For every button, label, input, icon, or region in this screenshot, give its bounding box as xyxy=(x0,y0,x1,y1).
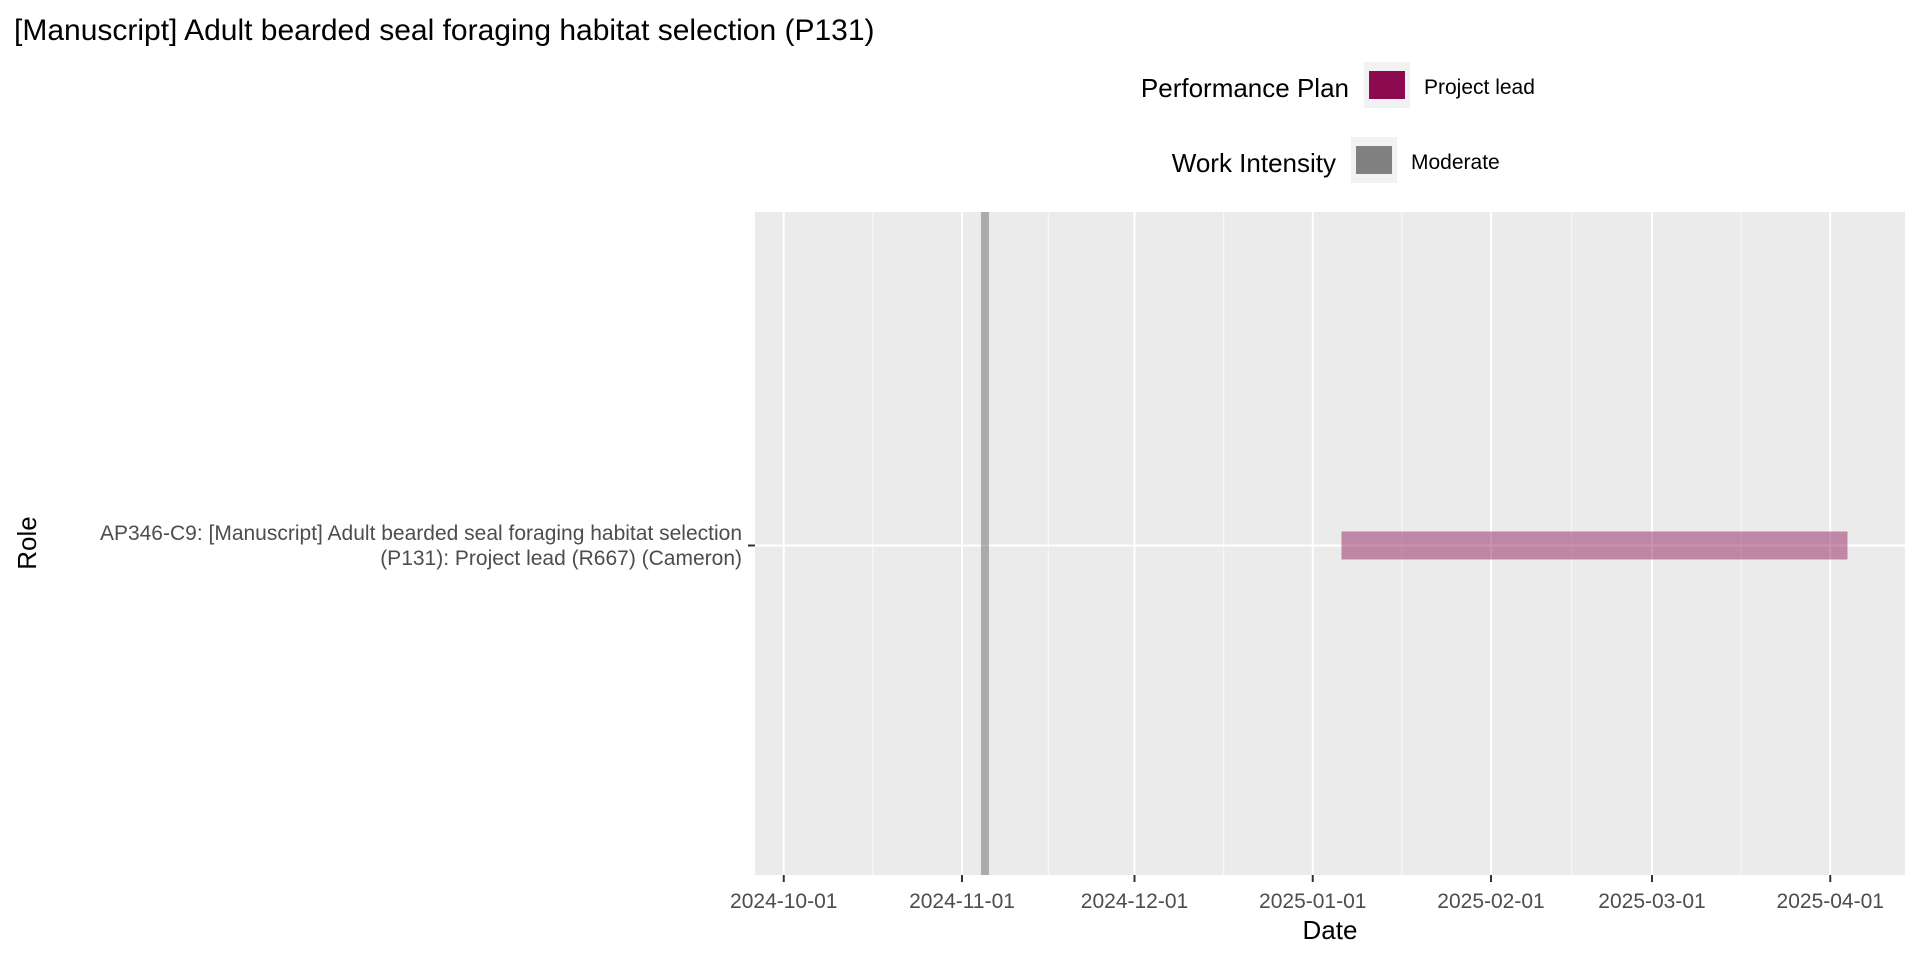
x-tick-label: 2024-10-01 xyxy=(730,890,837,913)
work-intensity-marker xyxy=(981,212,989,875)
legend-label-project-lead: Project lead xyxy=(1424,76,1535,99)
legend-performance-plan: Performance Plan Project lead xyxy=(1141,62,1535,108)
plot-panel xyxy=(755,212,1905,875)
x-tick-label: 2024-12-01 xyxy=(1081,890,1188,913)
x-tick-label: 2025-03-01 xyxy=(1598,890,1705,913)
legend-title-performance-plan: Performance Plan xyxy=(1141,73,1349,103)
legend-swatch-moderate xyxy=(1356,146,1392,174)
x-axis: 2024-10-01 2024-11-01 2024-12-01 2025-01-01… xyxy=(730,875,1884,913)
legend-swatch-project-lead xyxy=(1369,71,1405,99)
y-tick-label-line: (P131): Project lead (R667) (Cameron) xyxy=(380,547,742,570)
legend-title-work-intensity: Work Intensity xyxy=(1172,148,1336,178)
y-axis-title: Role xyxy=(12,516,42,569)
grid-lines xyxy=(755,212,1905,875)
y-axis: AP346-C9: [Manuscript] Adult bearded sea… xyxy=(100,522,755,570)
legend-work-intensity: Work Intensity Moderate xyxy=(1172,137,1500,183)
legend-label-moderate: Moderate xyxy=(1411,151,1500,174)
x-tick-label: 2025-01-01 xyxy=(1259,890,1366,913)
y-tick-label-line: AP346-C9: [Manuscript] Adult bearded sea… xyxy=(100,522,742,545)
x-tick-label: 2025-02-01 xyxy=(1437,890,1544,913)
x-tick-label: 2025-04-01 xyxy=(1777,890,1884,913)
chart-title: [Manuscript] Adult bearded seal foraging… xyxy=(14,14,875,47)
y-tick-label: AP346-C9: [Manuscript] Adult bearded sea… xyxy=(100,522,742,570)
legend: Performance Plan Project lead Work Inten… xyxy=(1141,62,1535,183)
gantt-bar xyxy=(1341,531,1848,560)
chart-marks xyxy=(981,212,1848,875)
x-axis-title: Date xyxy=(1303,915,1358,945)
x-tick-label: 2024-11-01 xyxy=(909,890,1015,913)
